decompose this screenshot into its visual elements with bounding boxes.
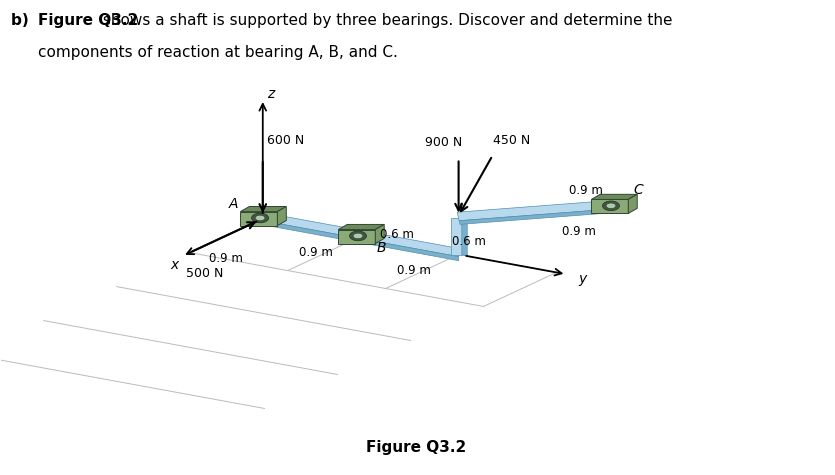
Text: 900 N: 900 N — [425, 136, 463, 149]
Text: 0.6 m: 0.6 m — [452, 235, 486, 248]
Text: 450 N: 450 N — [493, 134, 530, 147]
Polygon shape — [338, 229, 375, 244]
Polygon shape — [361, 239, 458, 261]
Text: b): b) — [12, 13, 34, 28]
Polygon shape — [240, 207, 286, 211]
Text: C: C — [634, 183, 644, 197]
Circle shape — [251, 213, 269, 223]
Text: 0.9 m: 0.9 m — [210, 252, 243, 265]
Polygon shape — [459, 209, 615, 224]
Polygon shape — [628, 194, 637, 213]
Text: 0.9 m: 0.9 m — [569, 184, 603, 198]
Text: Figure Q3.2: Figure Q3.2 — [38, 13, 138, 28]
Polygon shape — [591, 200, 628, 213]
Text: components of reaction at bearing A, B, and C.: components of reaction at bearing A, B, … — [38, 45, 397, 60]
Circle shape — [353, 233, 363, 239]
Text: 600 N: 600 N — [267, 134, 304, 147]
Polygon shape — [457, 200, 615, 221]
Text: shows a shaft is supported by three bearings. Discover and determine the: shows a shaft is supported by three bear… — [98, 13, 672, 28]
Polygon shape — [361, 230, 458, 256]
Polygon shape — [263, 212, 361, 239]
Text: x: x — [170, 258, 179, 273]
Polygon shape — [451, 218, 462, 255]
Text: 0.9 m: 0.9 m — [397, 264, 431, 277]
Circle shape — [603, 201, 620, 210]
Polygon shape — [338, 225, 384, 229]
Text: y: y — [579, 272, 587, 286]
Text: B: B — [377, 241, 386, 256]
Circle shape — [350, 231, 367, 241]
Polygon shape — [240, 211, 277, 226]
Text: 0.9 m: 0.9 m — [562, 225, 596, 238]
Text: z: z — [267, 87, 275, 102]
Text: Figure Q3.2: Figure Q3.2 — [367, 440, 467, 455]
Text: 0.6 m: 0.6 m — [380, 228, 414, 241]
Polygon shape — [591, 194, 637, 199]
Text: A: A — [229, 198, 239, 211]
Polygon shape — [375, 225, 384, 244]
Text: 0.9 m: 0.9 m — [299, 246, 333, 259]
Polygon shape — [263, 221, 361, 243]
Polygon shape — [277, 207, 286, 226]
Polygon shape — [462, 218, 468, 256]
Circle shape — [256, 215, 265, 221]
Circle shape — [606, 203, 616, 209]
Text: 500 N: 500 N — [185, 267, 223, 280]
